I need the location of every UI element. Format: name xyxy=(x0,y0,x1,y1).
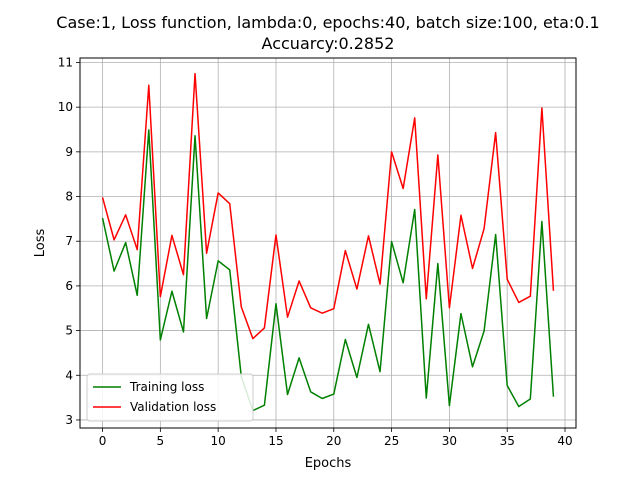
legend-box xyxy=(86,373,254,422)
y-tick-label: 9 xyxy=(65,145,73,159)
chart-subtitle: Accuarcy:0.2852 xyxy=(262,34,395,53)
x-tick-label: 10 xyxy=(211,434,226,448)
chart-title: Case:1, Loss function, lambda:0, epochs:… xyxy=(56,13,599,32)
x-tick-label: 15 xyxy=(268,434,283,448)
ticks: 0 5 10 15 20 25 30 35 40 3 4 5 6 7 8 9 10 11 xyxy=(58,55,573,448)
legend-label-2: Validation loss xyxy=(130,400,216,414)
series-line-2 xyxy=(101,72,555,340)
legend-label-1: Training loss xyxy=(129,380,204,394)
y-tick-label: 10 xyxy=(58,100,73,114)
x-tick-label: 40 xyxy=(557,434,572,448)
y-tick-label: 7 xyxy=(65,234,73,248)
series-lines xyxy=(101,72,555,412)
x-tick-label: 0 xyxy=(99,434,107,448)
x-tick-label: 25 xyxy=(384,434,399,448)
x-tick-label: 30 xyxy=(442,434,457,448)
x-tick-label: 20 xyxy=(326,434,341,448)
plot-frame xyxy=(79,57,577,429)
y-tick-label: 3 xyxy=(65,413,73,427)
x-tick-label: 35 xyxy=(500,434,515,448)
y-tick-label: 8 xyxy=(65,190,73,204)
y-tick-label: 11 xyxy=(58,55,73,69)
y-tick-label: 6 xyxy=(65,279,73,293)
series-line-1 xyxy=(101,129,555,412)
y-tick-label: 4 xyxy=(65,368,73,382)
legend: Training loss Validation loss xyxy=(86,373,254,422)
y-axis-label: Loss xyxy=(33,229,48,258)
x-axis-label: Epochs xyxy=(305,456,352,471)
x-tick-label: 5 xyxy=(157,434,165,448)
y-tick-label: 5 xyxy=(65,324,73,338)
